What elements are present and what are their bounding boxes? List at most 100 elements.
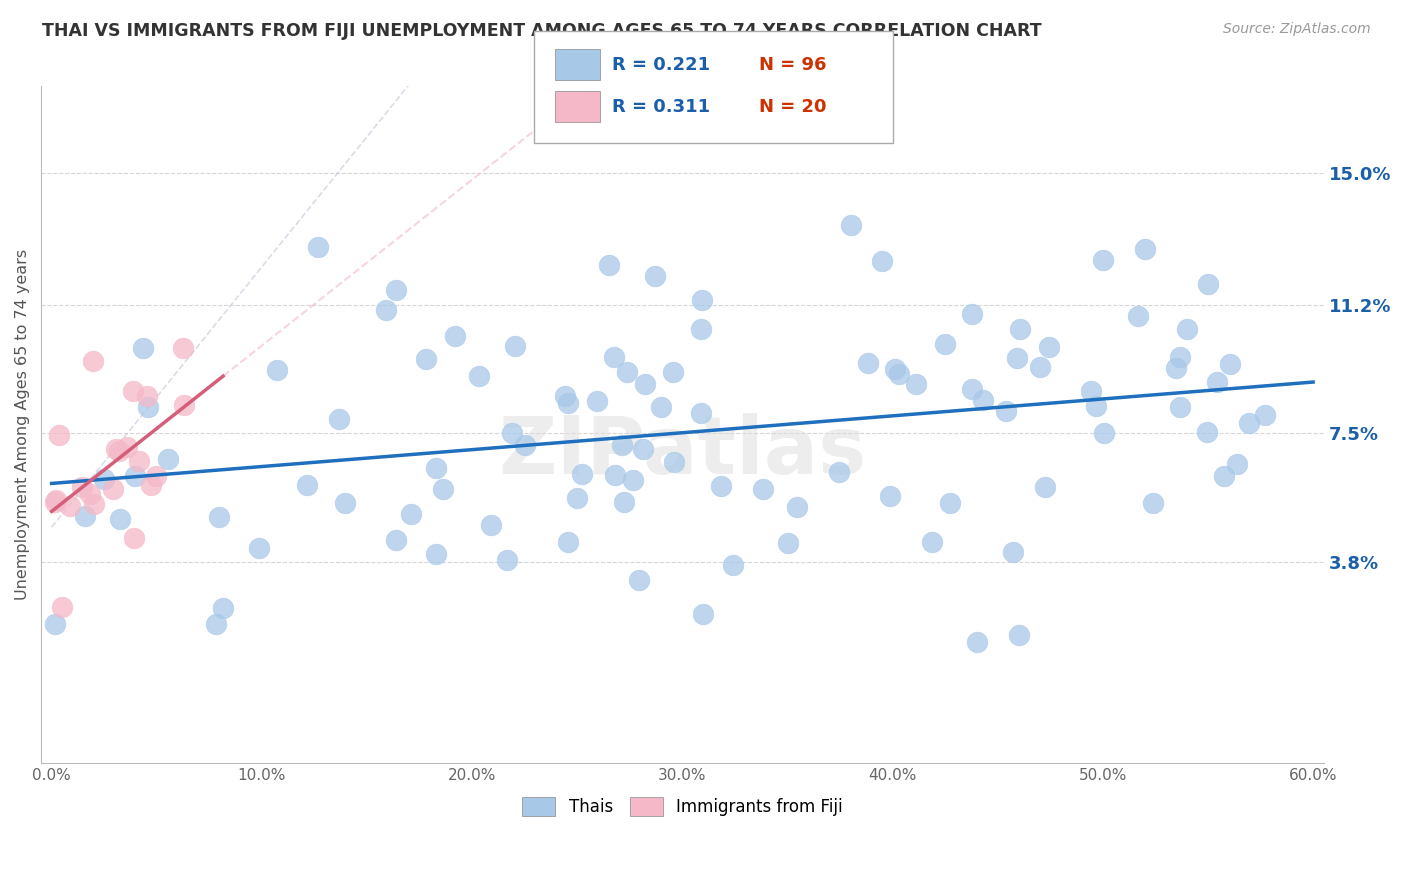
Point [972,392,994,407]
Point [557,396,579,410]
Point [141,477,163,491]
Point [776,536,799,550]
Point [856,356,879,370]
Point [1038,340,1060,354]
Point [124,469,146,483]
Point [650,401,672,415]
Point [399,507,422,521]
Point [495,553,517,567]
Point [621,473,644,487]
Point [1168,350,1191,364]
Point [839,218,862,232]
Point [692,607,714,622]
Point [934,337,956,351]
Text: Source: ZipAtlas.com: Source: ZipAtlas.com [1223,22,1371,37]
Point [59,499,82,513]
Point [661,365,683,379]
Text: ZIPatlas: ZIPatlas [498,413,866,491]
Point [889,367,911,381]
Point [44,494,66,508]
Point [1002,545,1025,559]
Point [612,438,634,452]
Point [70,480,93,494]
Point [1166,361,1188,376]
Point [1168,400,1191,414]
Point [828,465,851,479]
Point [145,469,167,483]
Point [879,489,901,503]
Point [690,293,713,307]
Point [108,444,131,458]
Point [966,634,988,648]
Point [627,573,650,587]
Point [1175,322,1198,336]
Point [44,617,66,632]
Point [1008,628,1031,642]
Point [565,491,588,505]
Point [172,342,194,356]
Point [602,351,624,365]
Text: R = 0.311: R = 0.311 [612,98,710,116]
Point [101,483,124,497]
Point [1007,351,1029,365]
Point [128,454,150,468]
Point [468,369,491,384]
Point [690,406,713,420]
Point [994,404,1017,418]
Point [79,487,101,501]
Point [1226,458,1249,472]
Point [173,398,195,412]
Point [1213,468,1236,483]
Point [1205,375,1227,389]
Point [644,268,666,283]
Point [105,442,128,456]
Point [938,496,960,510]
Point [82,354,104,368]
Point [616,366,638,380]
Point [297,477,319,491]
Point [51,599,73,614]
Point [307,240,329,254]
Point [1133,243,1156,257]
Point [585,393,607,408]
Point [479,517,502,532]
Text: THAI VS IMMIGRANTS FROM FIJI UNEMPLOYMENT AMONG AGES 65 TO 74 YEARS CORRELATION : THAI VS IMMIGRANTS FROM FIJI UNEMPLOYMEN… [42,22,1042,40]
Point [1033,480,1056,494]
Point [208,509,231,524]
Point [710,479,733,493]
Point [385,533,408,547]
Point [425,460,447,475]
Point [1126,309,1149,323]
Point [515,438,537,452]
Point [904,377,927,392]
Point [603,467,626,482]
Point [266,363,288,377]
Point [557,534,579,549]
Point [444,329,467,343]
Point [1080,384,1102,398]
Point [870,254,893,268]
Point [1219,357,1241,371]
Point [212,601,235,615]
Point [962,307,984,321]
Point [425,547,447,561]
Point [664,455,686,469]
Point [634,376,657,391]
Point [415,352,437,367]
Point [108,512,131,526]
Point [115,440,138,454]
Point [121,384,143,398]
Text: R = 0.221: R = 0.221 [612,56,710,74]
Point [613,495,636,509]
Legend: Thais, Immigrants from Fiji: Thais, Immigrants from Fiji [515,790,849,822]
Point [631,442,654,456]
Point [883,362,905,376]
Point [333,496,356,510]
Point [432,482,454,496]
Point [122,531,145,545]
Point [1142,496,1164,510]
Y-axis label: Unemployment Among Ages 65 to 74 years: Unemployment Among Ages 65 to 74 years [15,249,30,600]
Point [752,482,775,496]
Point [1197,277,1219,292]
Point [93,472,115,486]
